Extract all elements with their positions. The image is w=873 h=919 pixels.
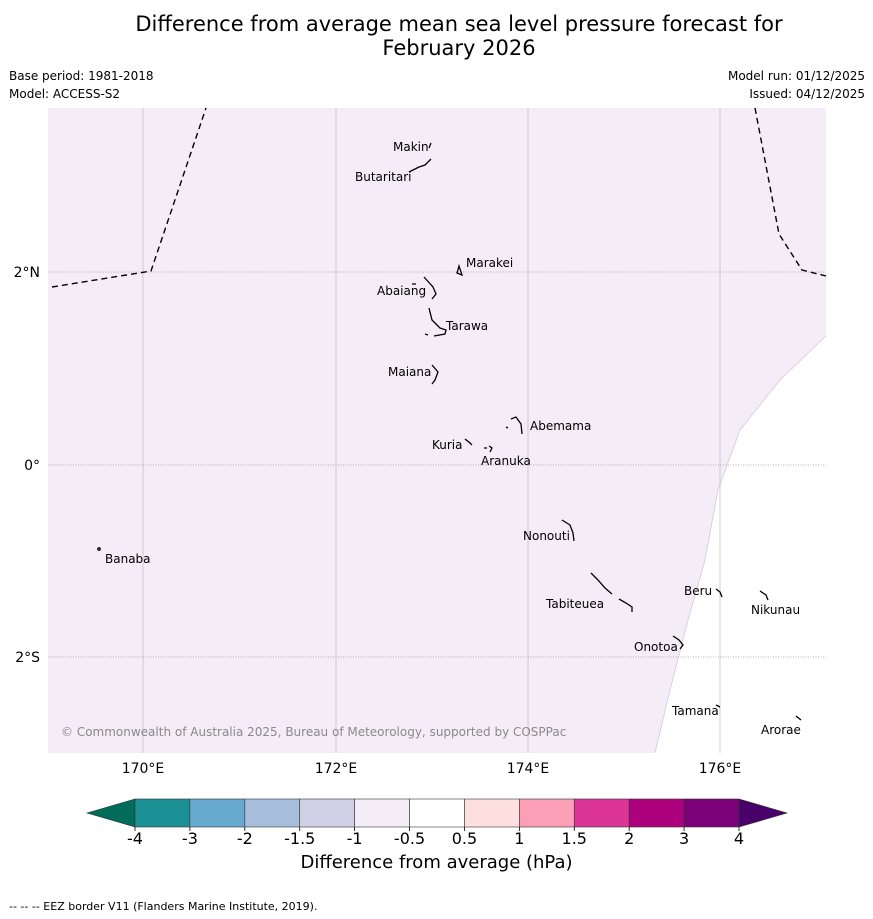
lon-tick-172e: 172°E bbox=[315, 761, 358, 777]
label-makin: Makin bbox=[393, 140, 429, 154]
label-beru: Beru bbox=[684, 584, 712, 598]
colorbar-tick-label: 4 bbox=[734, 829, 744, 848]
island-tamana bbox=[715, 704, 721, 708]
label-aranuka: Aranuka bbox=[481, 454, 531, 468]
colorbar-extend-high bbox=[738, 798, 789, 828]
colorbar-segment bbox=[189, 798, 246, 828]
colorbar-segment bbox=[464, 798, 520, 828]
island-abaiang bbox=[412, 276, 437, 300]
island-makin bbox=[428, 142, 432, 149]
eez-border-west bbox=[51, 107, 207, 288]
colorbar-segment bbox=[244, 798, 301, 828]
meridians bbox=[142, 108, 721, 753]
colorbar-tick-label: -1.5 bbox=[284, 829, 315, 848]
island-tarawa bbox=[424, 307, 447, 337]
lon-tick-170e: 170°E bbox=[122, 761, 165, 777]
island-tabiteuea bbox=[590, 572, 633, 612]
label-onotoa: Onotoa bbox=[634, 640, 678, 654]
colorbar-segment bbox=[628, 798, 685, 828]
colorbar-segment bbox=[683, 798, 740, 828]
footnote: -- -- -- EEZ border V11 (Flanders Marine… bbox=[9, 900, 318, 913]
colorbar: -4 -3 -2 -1.5 -1 -0.5 0.5 1 1.5 2 3 4 bbox=[85, 798, 789, 848]
label-tarawa: Tarawa bbox=[445, 319, 488, 333]
lat-tick-2s: 2°S bbox=[15, 650, 40, 666]
colorbar-tick-label: -4 bbox=[127, 829, 143, 848]
label-arorae: Arorae bbox=[761, 723, 801, 737]
colorbar-tick-label: 0.5 bbox=[452, 829, 477, 848]
island-aranuka bbox=[484, 445, 493, 453]
label-tabiteuea: Tabiteuea bbox=[545, 597, 604, 611]
colorbar-tick-label: -2 bbox=[237, 829, 253, 848]
colorbar-segment bbox=[354, 798, 410, 828]
meta-right: Model run: 01/12/2025 Issued: 04/12/2025 bbox=[728, 67, 865, 103]
islands bbox=[97, 142, 802, 721]
label-abemama: Abemama bbox=[530, 419, 591, 433]
lat-tick-2n: 2°N bbox=[14, 265, 40, 281]
lon-tick-176e: 176°E bbox=[699, 761, 742, 777]
lat-tick-0: 0° bbox=[24, 458, 40, 474]
island-arorae bbox=[795, 715, 802, 721]
parallels bbox=[48, 271, 826, 658]
chart-title: Difference from average mean sea level p… bbox=[0, 12, 873, 60]
island-butaritari bbox=[408, 158, 432, 173]
island-nonouti bbox=[561, 519, 575, 542]
colorbar-segment bbox=[409, 798, 465, 828]
label-kuria: Kuria bbox=[432, 438, 463, 452]
model-name: Model: ACCESS-S2 bbox=[9, 87, 121, 101]
eez-border-east bbox=[754, 107, 827, 277]
colorbar-segment bbox=[134, 798, 191, 828]
label-tamana: Tamana bbox=[671, 704, 719, 718]
island-onotoa bbox=[672, 635, 684, 650]
label-banaba: Banaba bbox=[105, 552, 151, 566]
label-abaiang: Abaiang bbox=[377, 284, 426, 298]
label-butaritari: Butaritari bbox=[355, 170, 412, 184]
island-abemama bbox=[505, 416, 523, 435]
colorbar-tick-label: -1 bbox=[347, 829, 363, 848]
colorbar-tick-label: 3 bbox=[679, 829, 689, 848]
label-nikunau: Nikunau bbox=[751, 603, 800, 617]
island-nikunau bbox=[759, 590, 769, 601]
island-maiana bbox=[431, 364, 439, 385]
island-banaba bbox=[97, 547, 101, 551]
title-line-2: February 2026 bbox=[382, 36, 536, 60]
copyright: © Commonwealth of Australia 2025, Bureau… bbox=[61, 725, 566, 739]
anomaly-boundary bbox=[654, 335, 827, 754]
colorbar-extend-low bbox=[85, 798, 136, 828]
issued-date: Issued: 04/12/2025 bbox=[749, 87, 865, 101]
anomaly-region bbox=[48, 108, 826, 753]
island-kuria bbox=[464, 438, 473, 446]
colorbar-segment bbox=[573, 798, 630, 828]
colorbar-tick-label: 2 bbox=[624, 829, 634, 848]
colorbar-tick-label: -0.5 bbox=[394, 829, 425, 848]
colorbar-tick-label: 1.5 bbox=[562, 829, 587, 848]
colorbar-tick-label: 1 bbox=[514, 829, 524, 848]
meta-left: Base period: 1981-2018 Model: ACCESS-S2 bbox=[9, 67, 154, 103]
island-beru bbox=[715, 588, 723, 598]
colorbar-tick-label: -3 bbox=[182, 829, 198, 848]
lon-tick-174e: 174°E bbox=[507, 761, 550, 777]
title-line-1: Difference from average mean sea level p… bbox=[135, 12, 783, 36]
label-nonouti: Nonouti bbox=[523, 529, 570, 543]
island-marakei bbox=[456, 263, 464, 277]
model-run: Model run: 01/12/2025 bbox=[727, 69, 865, 83]
eez-borders bbox=[51, 107, 827, 288]
colorbar-segment bbox=[299, 798, 355, 828]
label-marakei: Marakei bbox=[466, 256, 513, 270]
colorbar-segment bbox=[519, 798, 575, 828]
colorbar-title: Difference from average (hPa) bbox=[300, 852, 573, 873]
base-period: Base period: 1981-2018 bbox=[9, 69, 154, 83]
label-maiana: Maiana bbox=[388, 365, 431, 379]
